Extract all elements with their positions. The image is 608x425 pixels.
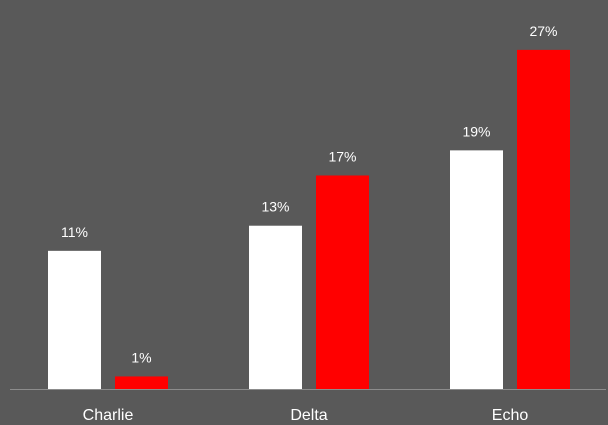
data-labels-group: 11% 1% 13% 17% 19% 27% (61, 23, 558, 366)
data-label-charlie-series-2: 1% (131, 349, 151, 365)
data-label-delta-series-2: 17% (328, 148, 356, 164)
x-tick-labels-group: Charlie Delta Echo (83, 407, 529, 424)
data-label-echo-series-1: 19% (462, 123, 490, 139)
bar-echo-series-2 (517, 49, 570, 389)
x-tick-label-delta: Delta (290, 407, 327, 424)
x-tick-label-echo: Echo (492, 407, 529, 424)
data-label-echo-series-2: 27% (529, 23, 557, 39)
bar-echo-series-1 (450, 150, 503, 389)
data-label-charlie-series-1: 11% (61, 224, 88, 240)
x-tick-label-charlie: Charlie (83, 407, 134, 424)
bar-delta-series-2 (316, 175, 369, 389)
data-label-delta-series-1: 13% (261, 199, 289, 215)
bar-charlie-series-1 (48, 250, 101, 389)
bar-delta-series-1 (249, 225, 302, 389)
bar-charlie-series-2 (115, 376, 168, 389)
bars-group (48, 49, 570, 389)
